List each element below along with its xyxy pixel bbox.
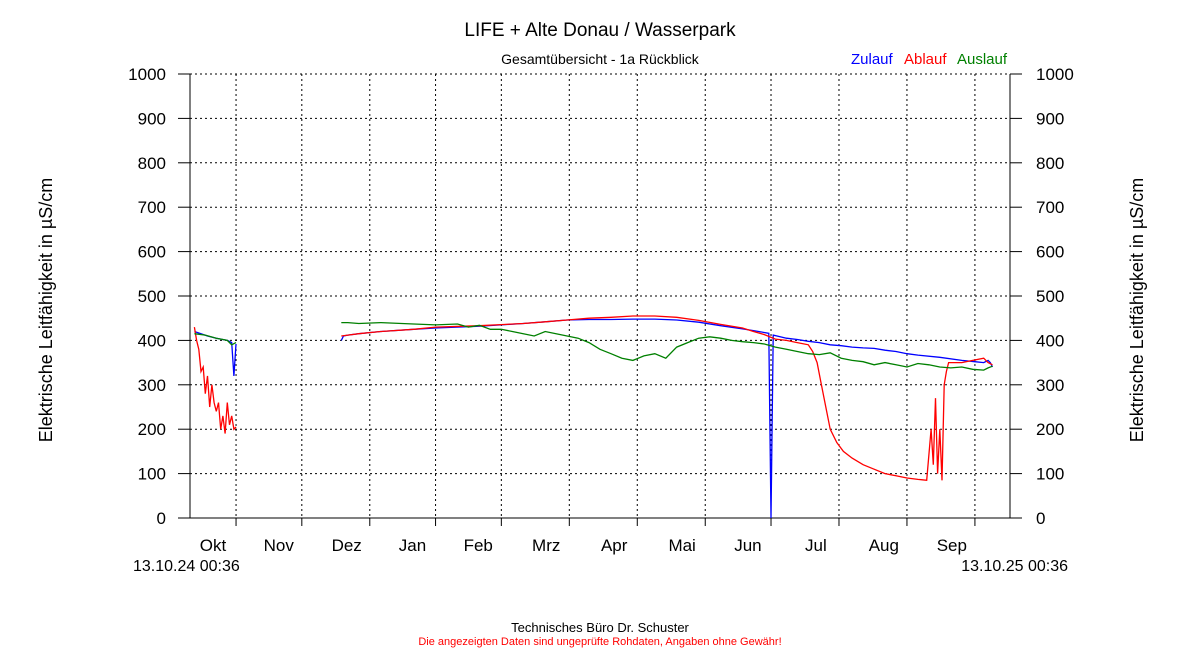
x-tick-label-apr: Apr [601, 536, 628, 555]
y-tick-label-right: 600 [1036, 243, 1064, 262]
series-line-ablauf [193, 326, 237, 434]
series [193, 315, 994, 519]
x-tick-label-mai: Mai [668, 536, 695, 555]
footer-company: Technisches Büro Dr. Schuster [511, 620, 689, 635]
x-tick-label-mrz: Mrz [532, 536, 560, 555]
y-axis-label-left: Elektrische Leitfähigkeit in µS/cm [36, 178, 56, 442]
chart-subtitle: Gesamtübersicht - 1a Rückblick [501, 51, 700, 67]
y-tick-label-right: 200 [1036, 420, 1064, 439]
y-tick-label-right: 500 [1036, 287, 1064, 306]
legend-auslauf: Auslauf [957, 51, 1008, 68]
start-date-label: 13.10.24 00:36 [133, 558, 240, 575]
x-tick-label-jan: Jan [399, 536, 426, 555]
y-tick-label-right: 400 [1036, 331, 1064, 350]
series-line-ablauf [341, 315, 993, 482]
x-ticks: Okt Nov Dez Jan Feb Mrz Apr Mai Jun Jul Aug Sep [200, 518, 976, 555]
end-date-label: 13.10.25 00:36 [961, 558, 1068, 575]
footer-disclaimer: Die angezeigten Daten sind ungeprüfte Ro… [418, 636, 781, 648]
y-ticks: 0 0 100 100 200 200 300 300 400 400 500 500 600 600 70… [128, 65, 1074, 528]
y-tick-label-right: 300 [1036, 376, 1064, 395]
grid [190, 73, 1010, 518]
legend-ablauf: Ablauf [904, 51, 947, 68]
x-tick-label-nov: Nov [264, 536, 295, 555]
legend-zulauf: Zulauf [851, 51, 894, 68]
y-tick-label-left: 0 [157, 509, 166, 528]
y-tick-label-right: 1000 [1036, 65, 1074, 84]
y-tick-label-left: 800 [138, 154, 166, 173]
y-tick-label-left: 300 [138, 376, 166, 395]
y-tick-label-left: 600 [138, 243, 166, 262]
chart-title: LIFE + Alte Donau / Wasserpark [464, 20, 736, 41]
y-tick-label-right: 700 [1036, 198, 1064, 217]
series-line-auslauf [194, 333, 237, 346]
y-tick-label-right: 800 [1036, 154, 1064, 173]
x-tick-label-sep: Sep [937, 536, 967, 555]
x-tick-label-jun: Jun [734, 536, 761, 555]
x-tick-label-aug: Aug [869, 536, 899, 555]
y-tick-label-right: 100 [1036, 465, 1064, 484]
y-tick-label-left: 400 [138, 331, 166, 350]
series-line-auslauf [341, 321, 993, 371]
y-tick-label-left: 100 [138, 465, 166, 484]
y-axis-label-right: Elektrische Leitfähigkeit in µS/cm [1127, 178, 1147, 442]
y-tick-label-left: 1000 [128, 65, 166, 84]
y-tick-label-left: 500 [138, 287, 166, 306]
x-tick-label-okt: Okt [200, 536, 227, 555]
y-tick-label-right: 0 [1036, 509, 1045, 528]
y-tick-label-right: 900 [1036, 109, 1064, 128]
y-tick-label-left: 700 [138, 198, 166, 217]
y-tick-label-left: 200 [138, 420, 166, 439]
x-tick-label-dez: Dez [332, 536, 362, 555]
x-tick-label-feb: Feb [464, 536, 493, 555]
y-tick-label-left: 900 [138, 109, 166, 128]
x-tick-label-jul: Jul [805, 536, 827, 555]
legend: Zulauf Ablauf Auslauf [851, 51, 1008, 68]
series-line-zulauf [340, 318, 994, 519]
